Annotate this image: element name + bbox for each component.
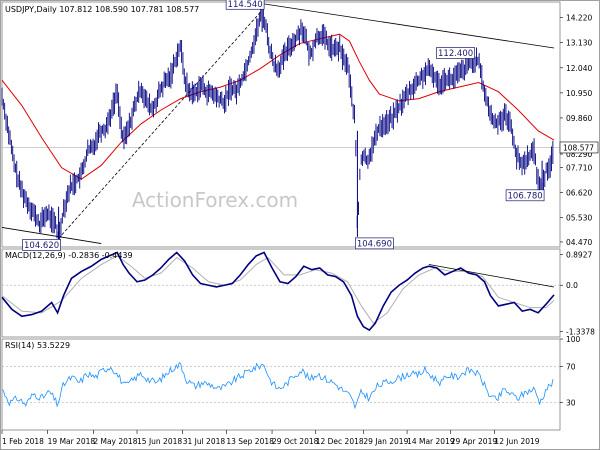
trendline-2	[58, 10, 263, 239]
annotation-box	[22, 239, 61, 251]
price-header-text: USDJPY,Daily 107.812 108.590 107.781 108…	[5, 5, 199, 14]
annotation-label: 114.540	[228, 0, 263, 10]
rsi-ytick-label: 70	[566, 362, 576, 371]
annotation-box	[436, 47, 475, 59]
macd-panel: 0.8927 0.0 -1.3378 MACD(12,26,9) -0.2836 -0…	[1, 250, 595, 336]
annotation-label: 104.620	[24, 241, 59, 251]
rsi-ytick-label: 100	[566, 335, 581, 344]
x-tick-label: 12 Jun 2019	[494, 437, 539, 446]
trendline-1	[1, 227, 102, 244]
price-header: USDJPY,Daily 107.812 108.590 107.781 108…	[5, 5, 199, 14]
last-price-label: 108.577	[563, 143, 594, 152]
price-ytick-label: 06.620	[566, 188, 592, 197]
annotation-label: 112.400	[438, 49, 473, 59]
price-bars	[1, 0, 554, 245]
rsi-title: RSI(14) 53.5229	[5, 341, 70, 350]
annotation-box	[355, 237, 394, 250]
x-tick-label: 15 Jun 2018	[137, 437, 182, 446]
macd-ytick-label: -1.3378	[566, 327, 595, 336]
x-tick-label: 14 Mar 2019	[407, 437, 455, 446]
macd-ytick-label: 0.8927	[566, 250, 592, 259]
price-ytick-label: 04.470	[566, 238, 592, 247]
x-tick-label: 29 Jan 2019	[363, 437, 408, 446]
x-tick-label: 29 Apr 2019	[451, 437, 498, 446]
rsi-ytick-label: 30	[566, 399, 576, 408]
price-ytick-label: 10.950	[566, 89, 592, 98]
price-ytick-label: 08.290	[566, 150, 592, 159]
annotation-box	[505, 189, 545, 202]
price-ytick-label: 12.040	[566, 64, 592, 73]
x-tick-label: 29 Oct 2018	[272, 437, 319, 446]
x-tick-label: 1 Feb 2018	[2, 437, 44, 446]
macd-ytick-label: 0.0	[566, 281, 578, 290]
macd-trendline-0	[428, 264, 555, 288]
x-tick-label: 13 Sep 2018	[226, 437, 274, 446]
x-tick-label: 19 Mar 2018	[48, 437, 96, 446]
x-tick-label: 12 Dec 2018	[316, 437, 364, 446]
macd-macd-line	[1, 251, 555, 332]
macd-signal-line	[1, 255, 555, 324]
price-ytick-label: 07.710	[566, 163, 592, 172]
annotation-label: 104.690	[357, 239, 392, 249]
price-ytick-label: 14.220	[566, 14, 592, 23]
watermark: ActionForex.com	[132, 188, 298, 212]
annotation-label: 106.780	[508, 191, 543, 201]
x-tick-label: 31 Jul 2018	[183, 437, 226, 446]
x-tick-label: 2 May 2018	[93, 437, 137, 446]
panel-0-frame	[1, 1, 561, 248]
price-panel: 14.220 13.130 12.040 10.950 09.860 08.290 07.7…	[1, 0, 599, 251]
last-price-box	[559, 141, 599, 154]
price-ytick-label: 13.130	[566, 39, 592, 48]
panel-2-frame	[1, 338, 561, 431]
annotation-box	[225, 0, 265, 10]
price-ytick-label: 05.530	[566, 214, 592, 223]
price-ytick-label: 09.860	[566, 114, 592, 123]
panel-1-frame	[1, 248, 561, 338]
rsi-panel: 100 70 30 RSI(14) 53.5229	[1, 335, 581, 410]
macd-title: MACD(12,26,9) -0.2836 -0.4439	[5, 251, 133, 260]
rsi-line	[1, 361, 554, 410]
